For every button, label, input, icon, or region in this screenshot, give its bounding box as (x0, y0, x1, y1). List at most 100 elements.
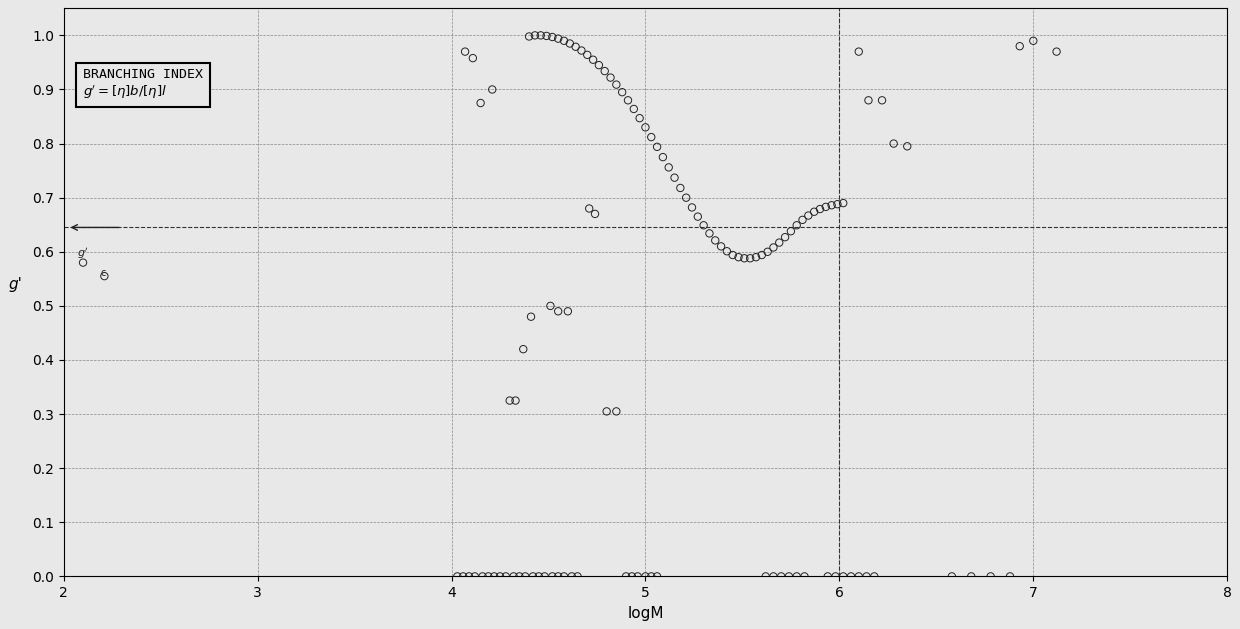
Point (542, 32, 562, 42)
Point (616, 571, 636, 581)
Point (792, 215, 812, 225)
Point (942, 571, 962, 581)
Text: BRANCHING INDEX
$g' = [\eta]b / [\eta]l$: BRANCHING INDEX $g' = [\eta]b / [\eta]l$ (83, 68, 203, 101)
Point (624, 104, 644, 114)
Point (463, 53, 482, 63)
Point (1047, 47, 1066, 57)
Point (510, 571, 529, 581)
Point (485, 571, 505, 581)
Point (516, 571, 536, 581)
Point (712, 242, 732, 252)
Point (864, 571, 884, 581)
Point (833, 571, 853, 581)
Point (531, 30, 551, 40)
Point (578, 50, 598, 60)
Point (627, 571, 647, 581)
Point (622, 571, 642, 581)
Y-axis label: g': g' (9, 277, 22, 292)
Point (764, 242, 784, 252)
Point (630, 113, 650, 123)
Point (827, 199, 847, 209)
Point (606, 80, 626, 90)
Point (647, 571, 667, 581)
Point (537, 31, 557, 41)
Point (857, 571, 877, 581)
Point (653, 152, 673, 162)
Point (636, 571, 656, 581)
Point (734, 253, 754, 264)
Point (589, 60, 609, 70)
Point (572, 45, 591, 55)
Point (818, 571, 838, 581)
Point (729, 252, 749, 262)
Point (558, 306, 578, 316)
Point (454, 571, 474, 581)
Point (73, 257, 93, 267)
Point (787, 571, 807, 581)
Point (579, 203, 599, 213)
Point (658, 162, 678, 172)
Point (534, 571, 554, 581)
Point (841, 571, 861, 581)
Point (805, 207, 825, 217)
Point (562, 571, 582, 581)
Point (764, 571, 784, 581)
Point (699, 228, 719, 238)
Point (606, 406, 626, 416)
Point (500, 396, 520, 406)
Point (751, 250, 771, 260)
Point (771, 571, 791, 581)
Point (503, 571, 523, 581)
Point (585, 209, 605, 219)
Point (565, 42, 585, 52)
Point (758, 247, 777, 257)
Point (717, 246, 737, 256)
Point (548, 571, 568, 581)
Point (521, 312, 541, 322)
Point (525, 30, 544, 40)
Point (688, 211, 708, 221)
Point (496, 571, 516, 581)
Point (816, 202, 836, 212)
Point (523, 571, 543, 581)
Point (693, 220, 713, 230)
Point (482, 84, 502, 94)
Point (682, 203, 702, 213)
Point (560, 38, 580, 48)
Point (513, 344, 533, 354)
Text: $g'$: $g'$ (77, 247, 89, 262)
Point (1009, 41, 1029, 51)
Point (781, 226, 801, 237)
Point (981, 571, 1001, 581)
Point (665, 172, 684, 182)
Point (479, 571, 498, 581)
Point (641, 132, 661, 142)
Point (596, 406, 616, 416)
Point (872, 95, 892, 105)
Point (822, 200, 842, 210)
Point (676, 192, 696, 203)
Point (595, 66, 615, 76)
X-axis label: logM: logM (627, 606, 663, 621)
Point (755, 571, 775, 581)
Point (706, 235, 725, 245)
Point (472, 571, 492, 581)
Point (799, 211, 818, 221)
Point (618, 95, 637, 105)
Point (787, 220, 807, 230)
Point (506, 396, 526, 406)
Point (448, 571, 467, 581)
Point (600, 72, 620, 82)
Point (849, 47, 869, 57)
Point (826, 571, 846, 581)
Point (795, 571, 815, 581)
Point (641, 571, 661, 581)
Point (471, 98, 491, 108)
Point (455, 47, 475, 57)
Point (1001, 571, 1021, 581)
Point (613, 87, 632, 97)
Point (1023, 36, 1043, 46)
Text: c: c (100, 268, 105, 278)
Point (775, 232, 795, 242)
Point (636, 122, 656, 132)
